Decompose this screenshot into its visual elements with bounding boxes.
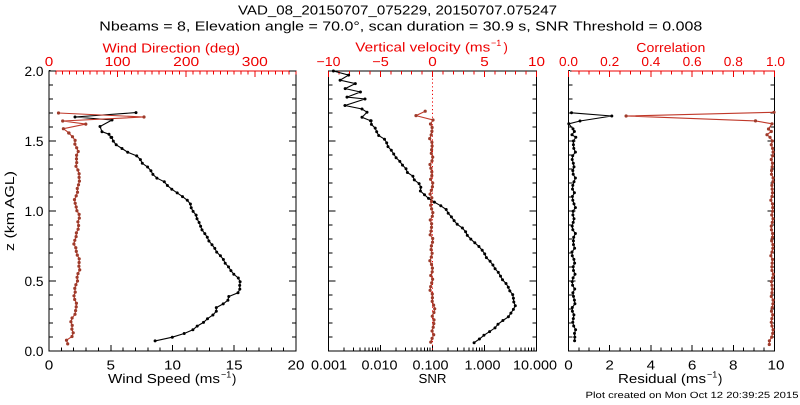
svg-text:200: 200 xyxy=(173,54,199,69)
svg-text:Wind Speed (ms: Wind Speed (ms xyxy=(108,371,221,386)
svg-text:VAD_08_20150707_075229, 201507: VAD_08_20150707_075229, 20150707.075247 xyxy=(238,3,557,18)
svg-text:10: 10 xyxy=(164,358,181,373)
svg-text:): ) xyxy=(504,40,508,55)
svg-text:0: 0 xyxy=(45,358,54,373)
svg-text:−1: −1 xyxy=(221,370,231,380)
svg-text:0.010: 0.010 xyxy=(362,358,398,373)
svg-text:2: 2 xyxy=(605,358,614,373)
svg-text:SNR: SNR xyxy=(419,371,447,386)
svg-text:1.000: 1.000 xyxy=(465,358,501,373)
svg-text:): ) xyxy=(718,371,722,386)
svg-text:20: 20 xyxy=(288,358,305,373)
svg-text:10: 10 xyxy=(768,358,785,373)
svg-text:10.000: 10.000 xyxy=(513,358,557,373)
svg-text:−5: −5 xyxy=(372,54,389,69)
svg-text:0.8: 0.8 xyxy=(724,54,743,69)
svg-text:300: 300 xyxy=(242,54,268,69)
svg-text:0.0: 0.0 xyxy=(25,344,44,359)
svg-text:0.100: 0.100 xyxy=(413,358,449,373)
svg-text:4: 4 xyxy=(647,358,656,373)
svg-text:−10: −10 xyxy=(317,54,341,69)
svg-text:Residual (ms: Residual (ms xyxy=(618,371,707,386)
svg-text:0: 0 xyxy=(564,358,573,373)
svg-text:100: 100 xyxy=(105,54,131,69)
svg-text:0: 0 xyxy=(428,54,437,69)
svg-text:−1: −1 xyxy=(491,38,501,48)
svg-text:0.0: 0.0 xyxy=(559,54,578,69)
svg-text:0.001: 0.001 xyxy=(311,358,347,373)
svg-text:Vertical velocity (ms: Vertical velocity (ms xyxy=(355,40,491,55)
svg-text:1.0: 1.0 xyxy=(766,54,785,69)
svg-text:z (km AGL): z (km AGL) xyxy=(2,171,17,251)
svg-text:1.0: 1.0 xyxy=(25,204,44,219)
svg-text:10: 10 xyxy=(528,54,545,69)
svg-text:Nbeams = 8, Elevation angle =: Nbeams = 8, Elevation angle = 70.0°, sca… xyxy=(99,19,702,34)
svg-text:Wind Direction (deg): Wind Direction (deg) xyxy=(103,41,241,56)
svg-text:1.5: 1.5 xyxy=(25,134,44,149)
svg-text:0.2: 0.2 xyxy=(600,54,619,69)
svg-text:0.4: 0.4 xyxy=(641,54,660,69)
svg-text:2.0: 2.0 xyxy=(25,64,44,79)
svg-text:Correlation: Correlation xyxy=(636,40,705,55)
svg-text:0.6: 0.6 xyxy=(683,54,702,69)
svg-text:0.5: 0.5 xyxy=(25,274,44,289)
svg-text:Plot created on Mon Oct 12 20:: Plot created on Mon Oct 12 20:39:25 2015 xyxy=(586,390,799,400)
svg-text:8: 8 xyxy=(729,358,738,373)
svg-text:0: 0 xyxy=(45,54,54,69)
svg-text:15: 15 xyxy=(226,358,243,373)
svg-text:5: 5 xyxy=(107,358,116,373)
svg-text:5: 5 xyxy=(480,54,489,69)
svg-text:): ) xyxy=(232,371,236,386)
svg-text:−1: −1 xyxy=(707,370,717,380)
svg-text:6: 6 xyxy=(688,358,697,373)
